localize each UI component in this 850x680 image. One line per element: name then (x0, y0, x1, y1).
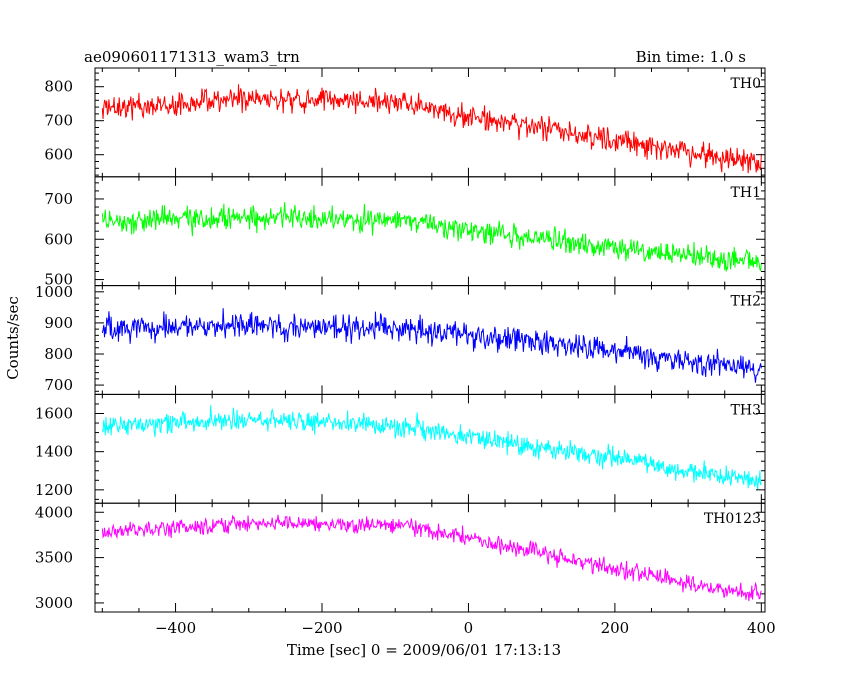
panel-th2: 700 800 900 1000 TH2 (35, 283, 766, 395)
y-tick-label: 800 (44, 78, 73, 96)
x-tick-label: 0 (464, 619, 474, 637)
y-axis-label: Counts/sec (4, 296, 22, 380)
y-tick-label: 3500 (35, 549, 73, 567)
y-tick-label: 800 (44, 345, 73, 363)
panel-frame (94, 176, 766, 287)
y-tick-label: 3000 (35, 594, 73, 612)
x-axis-label: Time [sec] 0 = 2009/06/01 17:13:13 (287, 641, 561, 659)
panel-th0: 600 700 800 TH0 (44, 67, 766, 178)
y-tick-label: 500 (44, 271, 73, 289)
chart-title: ae090601171313_wam3_trn (84, 48, 300, 66)
y-tick-label: 900 (44, 314, 73, 332)
x-tick-label: 400 (747, 619, 776, 637)
panel-name-label: TH2 (731, 294, 761, 310)
panel-th3: 1200 1400 1600 TH3 (35, 393, 766, 504)
series-th1 (101, 202, 762, 272)
y-tick-label: 1600 (35, 404, 73, 422)
series-th0 (101, 84, 762, 174)
x-tick-labels: −400 −200 0 200 400 (155, 619, 776, 637)
y-tick-label: 700 (44, 376, 73, 394)
panel-frame (94, 285, 766, 395)
panel-name-label: TH3 (731, 402, 761, 418)
panels: 600 700 800 TH0 500 600 700 TH1 700 800 900 1000 TH2… (35, 67, 766, 613)
panel-th1: 500 600 700 TH1 (44, 176, 766, 289)
panel-name-label: TH0123 (704, 511, 761, 527)
panel-name-label: TH0 (731, 76, 761, 92)
series-th2 (101, 308, 762, 383)
panel-frame (94, 67, 766, 178)
y-tick-label: 600 (44, 230, 73, 248)
y-tick-label: 700 (44, 190, 73, 208)
panel-frame (94, 393, 766, 504)
x-tick-label: −200 (301, 619, 342, 637)
y-tick-label: 700 (44, 112, 73, 130)
series-th3 (101, 405, 762, 490)
panel-frame (94, 502, 766, 613)
y-tick-label: 1200 (35, 481, 73, 499)
series-th0123 (101, 514, 762, 602)
panel-name-label: TH1 (731, 185, 761, 201)
x-tick-label: −400 (155, 619, 196, 637)
y-tick-label: 4000 (35, 503, 73, 521)
y-tick-label: 1000 (35, 283, 73, 301)
x-tick-label: 200 (601, 619, 630, 637)
y-tick-label: 1400 (35, 443, 73, 461)
y-tick-label: 600 (44, 146, 73, 164)
panel-th0123: 3000 3500 4000 TH0123 (35, 502, 766, 613)
bin-time-label: Bin time: 1.0 s (636, 48, 746, 66)
